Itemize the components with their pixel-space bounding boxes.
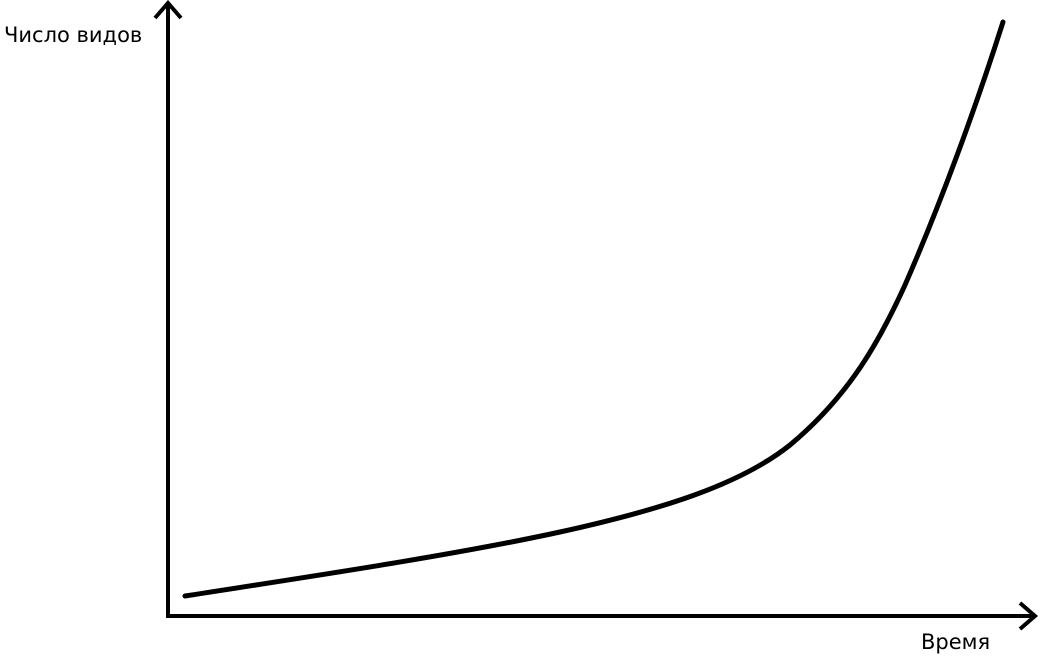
y-axis-label: Число видов bbox=[4, 23, 143, 47]
x-axis-arrow-icon bbox=[1018, 601, 1039, 631]
y-axis-arrow-icon bbox=[153, 0, 183, 20]
x-axis-label: Время bbox=[921, 630, 991, 654]
series-line bbox=[182, 19, 1006, 599]
x-axis bbox=[166, 601, 1039, 631]
y-axis bbox=[153, 0, 183, 616]
